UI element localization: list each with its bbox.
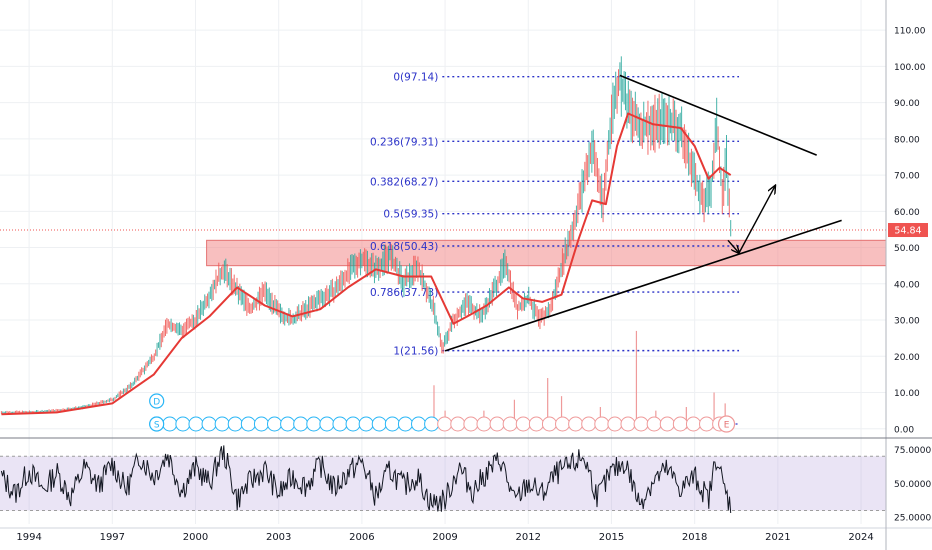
dividend-marker[interactable] bbox=[502, 416, 518, 432]
dividend-marker[interactable] bbox=[306, 416, 322, 432]
last-price-label: 54.84 bbox=[894, 226, 921, 237]
dividend-marker[interactable] bbox=[371, 416, 387, 432]
moving-average-line bbox=[1, 112, 732, 416]
dividend-marker[interactable] bbox=[162, 416, 178, 432]
x-tick-label: 2012 bbox=[516, 532, 541, 543]
dividend-marker[interactable] bbox=[188, 416, 204, 432]
x-tick-label: 2000 bbox=[183, 532, 208, 543]
trendline[interactable] bbox=[444, 219, 842, 352]
fib-level-label: 0.236(79.31) bbox=[370, 136, 438, 148]
dividend-marker[interactable] bbox=[267, 416, 283, 432]
x-tick-label: 2006 bbox=[349, 532, 374, 543]
dividend-marker[interactable] bbox=[568, 416, 584, 432]
y-tick-label: 10.00 bbox=[894, 389, 920, 399]
fib-level-label: 0.5(59.35) bbox=[383, 209, 438, 221]
y-tick-label: 0.00 bbox=[894, 425, 914, 435]
dividend-marker[interactable] bbox=[280, 416, 296, 432]
x-tick-label: 2003 bbox=[266, 532, 291, 543]
y-tick-label: 110.00 bbox=[894, 27, 926, 37]
dividend-marker[interactable] bbox=[476, 416, 492, 432]
y-tick-label: 20.00 bbox=[894, 353, 920, 363]
fib-level-label: 0.618(50.43) bbox=[370, 241, 438, 253]
earnings-marker[interactable] bbox=[717, 415, 736, 433]
oscillator-band bbox=[0, 456, 886, 511]
dividend-marker[interactable] bbox=[555, 416, 571, 432]
dividend-marker-head[interactable] bbox=[149, 393, 165, 409]
dividend-marker[interactable] bbox=[620, 416, 636, 432]
x-tick-label: 2018 bbox=[682, 532, 707, 543]
dividend-marker[interactable] bbox=[659, 416, 675, 432]
dividend-marker[interactable] bbox=[646, 416, 662, 432]
y-tick-label: 40.00 bbox=[894, 280, 920, 290]
x-tick-label: 2015 bbox=[599, 532, 624, 543]
dividend-marker[interactable] bbox=[463, 416, 479, 432]
trendline[interactable] bbox=[619, 74, 817, 156]
oscillator-tick-label: 50.0000 bbox=[894, 480, 931, 490]
time-axis: 1994 1997 2000 2003 2006 2009 2012 2015 2018 2021… bbox=[0, 527, 932, 543]
x-tick-label: 2009 bbox=[432, 532, 457, 543]
dividend-marker[interactable] bbox=[515, 416, 531, 432]
oscillator-tick-label: 75.0000 bbox=[894, 446, 931, 456]
y-tick-label: 30.00 bbox=[894, 317, 920, 327]
dividend-marker[interactable] bbox=[450, 416, 466, 432]
dividend-marker[interactable] bbox=[699, 416, 715, 432]
dividend-marker[interactable] bbox=[672, 416, 688, 432]
y-tick-label: 100.00 bbox=[894, 63, 926, 73]
price-panel[interactable]: 0(97.14) 0.236(79.31) 0.382(68.27) 0.5(59.3… bbox=[0, 0, 887, 524]
projection-arrow[interactable] bbox=[738, 186, 775, 254]
y-tick-label: 60.00 bbox=[894, 208, 920, 218]
x-tick-label: 2021 bbox=[765, 532, 790, 543]
dividend-marker[interactable] bbox=[437, 416, 453, 432]
oscillator-tick-label: 25.0000 bbox=[894, 514, 931, 524]
dividend-marker[interactable] bbox=[424, 416, 440, 432]
oscillator-line bbox=[0, 445, 732, 514]
dividend-marker[interactable] bbox=[528, 416, 544, 432]
fib-level-label: 0.382(68.27) bbox=[370, 176, 438, 188]
oscillator-panel[interactable] bbox=[0, 445, 886, 514]
dividend-marker[interactable] bbox=[685, 416, 701, 432]
projection-arrow[interactable] bbox=[727, 239, 739, 253]
dividend-marker[interactable] bbox=[175, 416, 191, 432]
earnings-marker-label: E bbox=[724, 421, 730, 431]
dividend-marker[interactable] bbox=[541, 416, 557, 432]
y-tick-label: 80.00 bbox=[894, 135, 920, 145]
dividend-marker[interactable] bbox=[227, 416, 243, 432]
y-tick-label: 90.00 bbox=[894, 99, 920, 109]
dividend-marker[interactable] bbox=[581, 416, 597, 432]
dividend-marker[interactable] bbox=[489, 416, 505, 432]
dividend-marker[interactable] bbox=[397, 416, 413, 432]
dividend-marker[interactable] bbox=[607, 416, 623, 432]
x-tick-label: 2024 bbox=[848, 532, 873, 543]
dividend-marker[interactable] bbox=[384, 416, 400, 432]
x-tick-label: 1997 bbox=[100, 532, 125, 543]
support-zone[interactable] bbox=[206, 239, 887, 267]
dividend-marker[interactable] bbox=[319, 416, 335, 432]
event-markers[interactable]: S D E bbox=[149, 393, 740, 433]
dividend-marker[interactable] bbox=[345, 416, 361, 432]
dividend-marker[interactable] bbox=[411, 416, 427, 432]
dividend-marker[interactable] bbox=[253, 416, 269, 432]
y-tick-label: 50.00 bbox=[894, 244, 920, 254]
dividend-marker[interactable] bbox=[332, 416, 348, 432]
dividend-marker[interactable] bbox=[633, 416, 649, 432]
last-price-badge bbox=[888, 223, 928, 238]
dividend-marker[interactable] bbox=[358, 416, 374, 432]
fib-level-label: 0(97.14) bbox=[393, 72, 438, 84]
dividend-marker[interactable] bbox=[594, 416, 610, 432]
fib-level-label: 1(21.56) bbox=[393, 346, 438, 358]
split-marker-label: S bbox=[154, 421, 160, 431]
dividend-marker-label: D bbox=[153, 398, 160, 408]
dividend-marker[interactable] bbox=[214, 416, 230, 432]
dividend-marker[interactable] bbox=[240, 416, 256, 432]
oscillator-axis: 25.0000 50.0000 75.0000 bbox=[894, 446, 931, 524]
split-marker[interactable] bbox=[149, 416, 165, 432]
dividend-marker[interactable] bbox=[293, 416, 309, 432]
dividend-marker[interactable] bbox=[201, 416, 217, 432]
y-tick-label: 70.00 bbox=[894, 172, 920, 182]
x-tick-label: 1994 bbox=[16, 532, 41, 543]
